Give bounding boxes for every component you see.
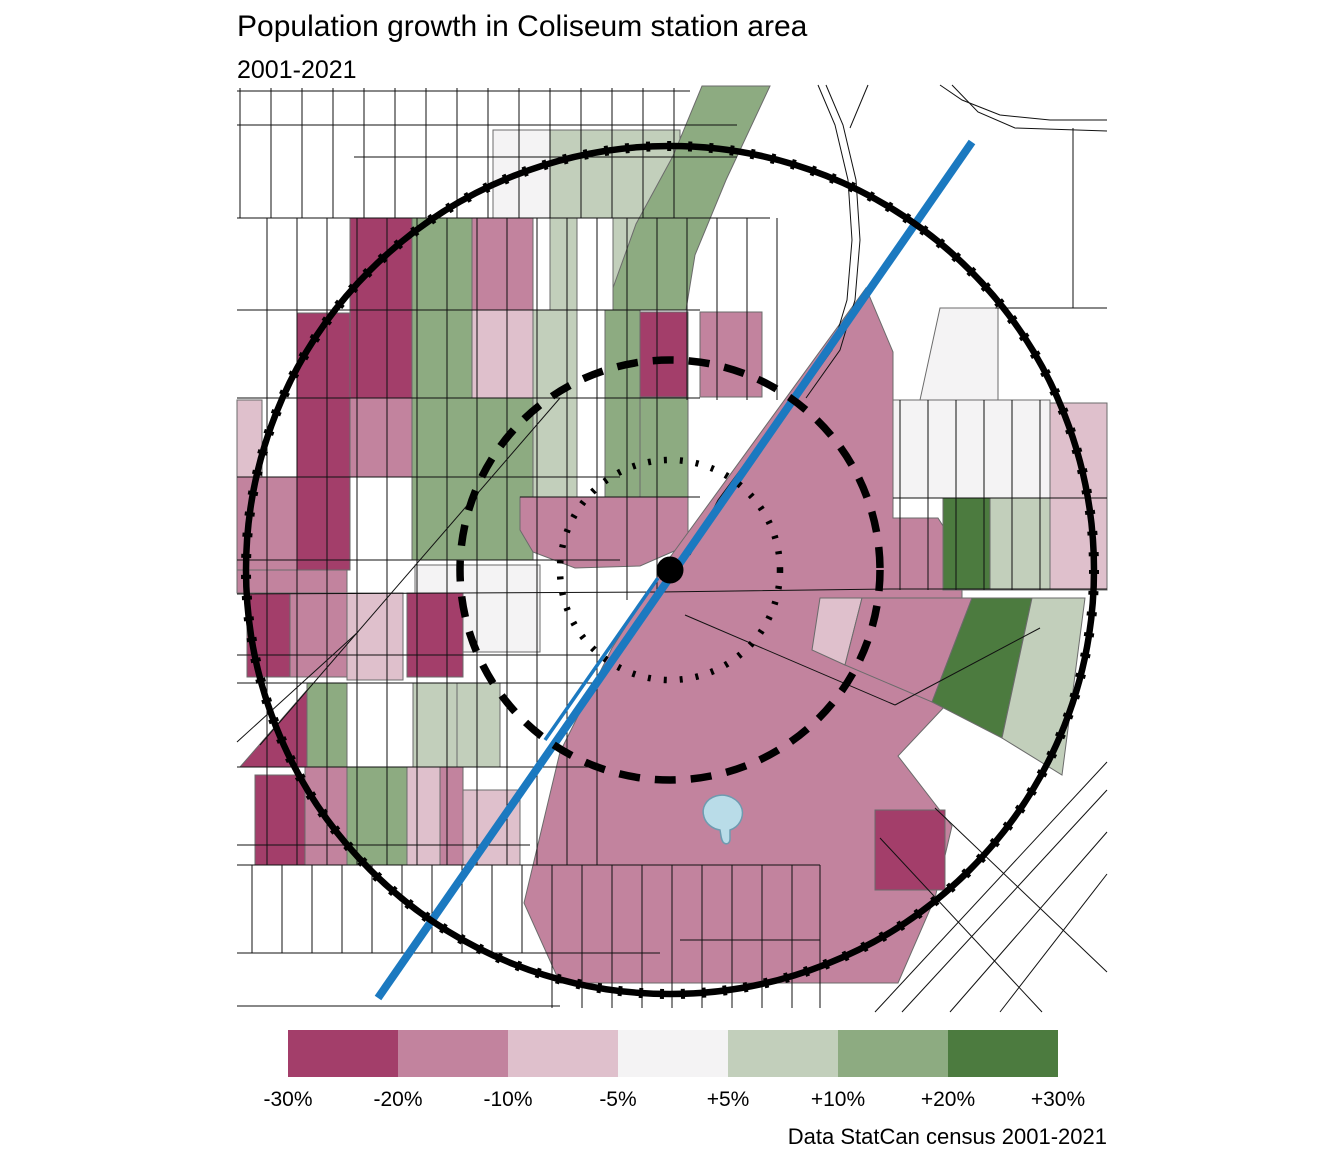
street <box>934 807 1108 973</box>
census-tract <box>412 682 458 768</box>
census-tract <box>519 496 689 569</box>
street <box>684 614 896 706</box>
census-tracts <box>236 85 1108 984</box>
legend-label: -20% <box>373 1088 423 1111</box>
census-tract <box>1049 402 1108 591</box>
buffer-ring-outer-bead <box>241 141 1099 999</box>
street <box>949 831 1108 1013</box>
street <box>951 84 1108 132</box>
census-tract <box>349 397 413 478</box>
legend-swatch-5 <box>728 1030 838 1077</box>
legend-color-bar <box>288 1030 1058 1077</box>
census-tract <box>411 397 534 561</box>
census-tract <box>406 766 441 866</box>
legend-swatch-7 <box>948 1030 1058 1077</box>
census-tract <box>471 309 534 399</box>
street <box>874 761 1108 1013</box>
legend-label: -10% <box>483 1088 533 1111</box>
legend-swatch-6 <box>838 1030 948 1077</box>
legend-label: +5% <box>706 1088 750 1111</box>
street <box>805 84 861 399</box>
data-source-caption: Data StatCan census 2001-2021 <box>787 1124 1107 1149</box>
census-tract <box>639 396 689 498</box>
legend-label: +20% <box>920 1088 976 1111</box>
legend-swatch-4 <box>618 1030 728 1077</box>
census-tract <box>639 311 689 398</box>
census-tract <box>439 766 464 866</box>
transit-line-branch <box>543 576 660 742</box>
street <box>999 873 1108 1013</box>
station-buffer-rings <box>241 141 1099 999</box>
census-tract <box>411 217 473 399</box>
census-tract <box>406 592 464 678</box>
legend-label: +10% <box>810 1088 866 1111</box>
census-tract <box>919 307 999 401</box>
page-subtitle: 2001-2021 <box>237 56 357 84</box>
pond <box>702 794 744 845</box>
street <box>894 627 1041 706</box>
buffer-ring-middle <box>456 356 884 784</box>
page-title: Population growth in Coliseum station ar… <box>237 10 808 43</box>
census-tract <box>456 682 501 768</box>
census-tract <box>471 217 534 311</box>
street-network <box>236 84 1108 1013</box>
legend-swatch-3 <box>508 1030 618 1077</box>
street <box>939 84 1107 121</box>
street <box>879 837 1043 1013</box>
census-tract <box>576 217 614 311</box>
legend-swatch-2 <box>398 1030 508 1077</box>
street <box>901 789 1108 1013</box>
census-tract <box>989 497 1051 591</box>
street <box>849 84 869 129</box>
street <box>236 631 359 743</box>
legend-label: +30% <box>1030 1088 1086 1111</box>
census-tract <box>289 592 348 678</box>
census-tract <box>874 809 946 891</box>
station-marker <box>656 556 684 584</box>
buffer-ring-inner <box>556 456 784 684</box>
pond-shape <box>702 794 744 845</box>
street <box>236 588 1107 595</box>
station-dot <box>656 556 684 584</box>
legend-label: -30% <box>263 1088 313 1111</box>
census-tract <box>699 311 763 398</box>
census-tract <box>236 569 348 594</box>
census-tract <box>892 399 1051 499</box>
census-tract <box>346 592 404 681</box>
legend-swatch-1 <box>288 1030 398 1077</box>
legend-label: -5% <box>599 1088 637 1111</box>
census-tract <box>942 497 991 591</box>
street <box>259 397 561 746</box>
